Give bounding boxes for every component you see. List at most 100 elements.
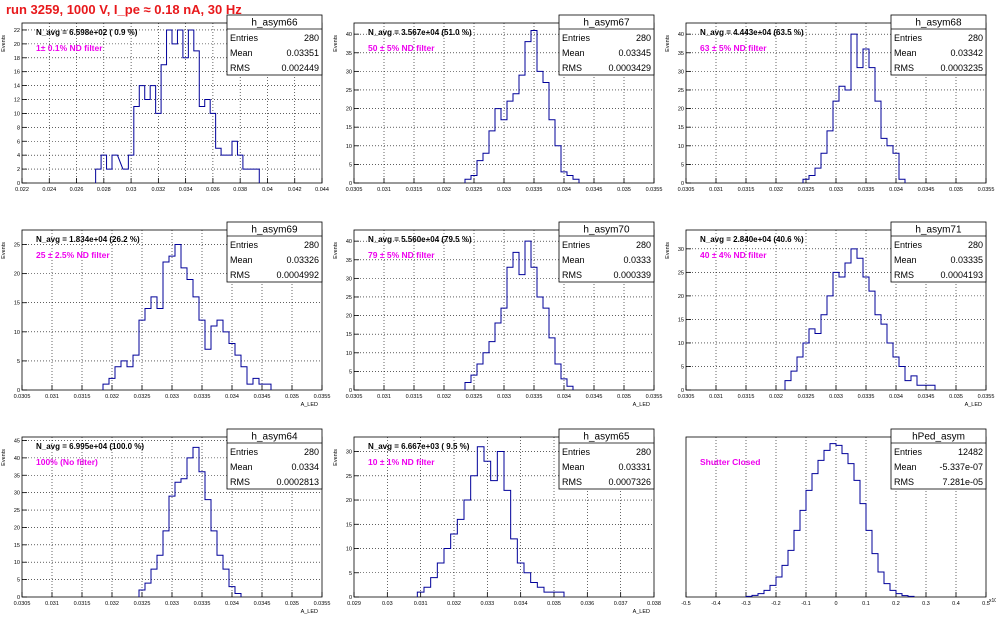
stats-entries-label: Entries <box>230 33 259 43</box>
stats-box <box>890 14 987 76</box>
x-tick-label: 0.0325 <box>798 394 815 400</box>
y-tick-label: 0 <box>681 388 684 394</box>
x-tick-label: 0.0355 <box>314 601 331 607</box>
x-tick-label: 0.032 <box>447 601 461 607</box>
stats-rms-label: RMS <box>562 270 582 280</box>
stats-entries-label: Entries <box>894 33 923 43</box>
y-tick-label: 10 <box>346 351 352 357</box>
y-tick-label: 20 <box>346 314 352 320</box>
stats-rms-label: RMS <box>562 63 582 73</box>
x-axis-label: A_LED <box>633 609 650 615</box>
histogram-line <box>802 33 906 183</box>
x-tick-label: 0.033 <box>497 187 511 193</box>
x-tick-label: 0.0305 <box>678 394 695 400</box>
y-tick-label: 30 <box>346 69 352 75</box>
x-tick-label: 0.031 <box>45 394 59 400</box>
y-tick-label: 0 <box>17 388 20 394</box>
x-tick-label: 0 <box>834 601 837 607</box>
stats-mean-value: 0.0334 <box>291 462 319 472</box>
x-tick-label: 0.035 <box>285 601 299 607</box>
x-tick-label: 0.0325 <box>466 187 483 193</box>
histogram-h_asym64: 0.0305 0.031 0.0315 0.032 0.0325 0.033 0.0335 0… <box>1 428 331 615</box>
stats-box <box>558 428 655 490</box>
filter-label: 1± 0.1% ND filter <box>36 43 103 53</box>
y-tick-label: 22 <box>14 28 20 34</box>
y-tick-label: 5 <box>17 359 20 365</box>
x-tick-label: 0.03 <box>126 187 137 193</box>
y-axis-label: Events <box>1 449 7 466</box>
y-tick-label: 5 <box>681 162 684 168</box>
x-tick-label: 0.034 <box>889 187 903 193</box>
x-tick-label: 0.0335 <box>858 394 875 400</box>
y-tick-label: 12 <box>14 98 20 104</box>
x-tick-label: 0.035 <box>949 187 963 193</box>
stats-entries-label: Entries <box>230 240 259 250</box>
y-tick-label: 20 <box>678 107 684 113</box>
x-tick-label: 0.1 <box>862 601 870 607</box>
y-tick-label: 35 <box>346 258 352 264</box>
x-tick-label: 0.0315 <box>74 601 91 607</box>
navg-label: N_avg = 6.995e+04 (100.0 %) <box>36 442 144 451</box>
y-tick-label: 40 <box>678 32 684 38</box>
stats-rms-value: 0.002449 <box>281 63 319 73</box>
y-tick-label: 5 <box>17 578 20 584</box>
hist-name: h_asym64 <box>251 432 298 443</box>
plot-frame <box>353 436 655 598</box>
x-axis-label: A_LED <box>965 402 982 408</box>
x-tick-label: 0.037 <box>614 601 628 607</box>
y-tick-label: 10 <box>678 144 684 150</box>
stats-rms-value: 0.0007326 <box>608 477 651 487</box>
y-tick-label: 40 <box>346 239 352 245</box>
y-axis-label: Events <box>665 35 671 52</box>
hist-name: h_asym66 <box>251 18 298 29</box>
x-tick-label: 0.3 <box>922 601 930 607</box>
filter-label: Shutter Closed <box>700 457 760 467</box>
x-tick-label: 0.036 <box>206 187 220 193</box>
x-tick-label: 0.035 <box>285 394 299 400</box>
x-tick-label: 0.0355 <box>978 394 995 400</box>
histogram-h_asym65: 0.029 0.03 0.031 0.032 0.033 0.034 0.035 0.036 0… <box>333 428 661 615</box>
x-tick-label: 0.5 <box>982 601 990 607</box>
x-tick-label: 0.0305 <box>14 394 31 400</box>
histogram-line <box>95 29 260 183</box>
stats-rms-value: 0.0002813 <box>276 477 319 487</box>
hist-name: hPed_asym <box>912 432 965 443</box>
x-tick-label: 0.034 <box>514 601 528 607</box>
histogram-h_asym70: 0.0305 0.031 0.0315 0.032 0.0325 0.033 0.0335 0… <box>333 221 662 408</box>
x-tick-label: 0.0315 <box>406 187 423 193</box>
stats-entries-value: 280 <box>636 240 651 250</box>
y-tick-label: 35 <box>346 51 352 57</box>
x-tick-label: 0.0315 <box>738 187 755 193</box>
navg-label: N_avg = 1.834e+04 (26.2 %) <box>36 235 140 244</box>
navg-label: N_avg = 3.567e+04 (51.0 %) <box>368 28 472 37</box>
x-tick-label: 0.032 <box>769 187 783 193</box>
hist-name: h_asym71 <box>915 225 962 236</box>
histogram-h_asym66: 0.022 0.024 0.026 0.028 0.03 0.032 0.034 0.036 0… <box>1 14 329 193</box>
hist-name: h_asym67 <box>583 18 630 29</box>
stats-mean-value: 0.03351 <box>286 48 319 58</box>
stats-entries-value: 12482 <box>958 447 983 457</box>
x-tick-label: 0.03 <box>382 601 393 607</box>
stats-rms-label: RMS <box>562 477 582 487</box>
stats-box <box>226 428 323 490</box>
x-tick-label: 0.0305 <box>678 187 695 193</box>
page-title: run 3259, 1000 V, I_pe ≈ 0.18 nA, 30 Hz <box>6 2 242 17</box>
y-tick-label: 40 <box>346 32 352 38</box>
x-tick-label: 0.031 <box>45 601 59 607</box>
hist-name: h_asym65 <box>583 432 630 443</box>
stats-entries-label: Entries <box>230 447 259 457</box>
filter-label: 50 ± 5% ND filter <box>368 43 435 53</box>
y-axis-label: Events <box>333 242 339 259</box>
stats-entries-label: Entries <box>562 240 591 250</box>
x-tick-label: 0.031 <box>709 187 723 193</box>
x-tick-label: -0.1 <box>801 601 810 607</box>
y-tick-label: 20 <box>678 294 684 300</box>
y-tick-label: 10 <box>678 341 684 347</box>
x-tick-label: -0.4 <box>711 601 720 607</box>
stats-mean-label: Mean <box>894 255 917 265</box>
navg-label: N_avg = 2.840e+04 (40.6 %) <box>700 235 804 244</box>
y-tick-label: 10 <box>346 547 352 553</box>
y-tick-label: 25 <box>14 508 20 514</box>
y-tick-label: 0 <box>349 388 352 394</box>
x-tick-label: 0.0325 <box>798 187 815 193</box>
